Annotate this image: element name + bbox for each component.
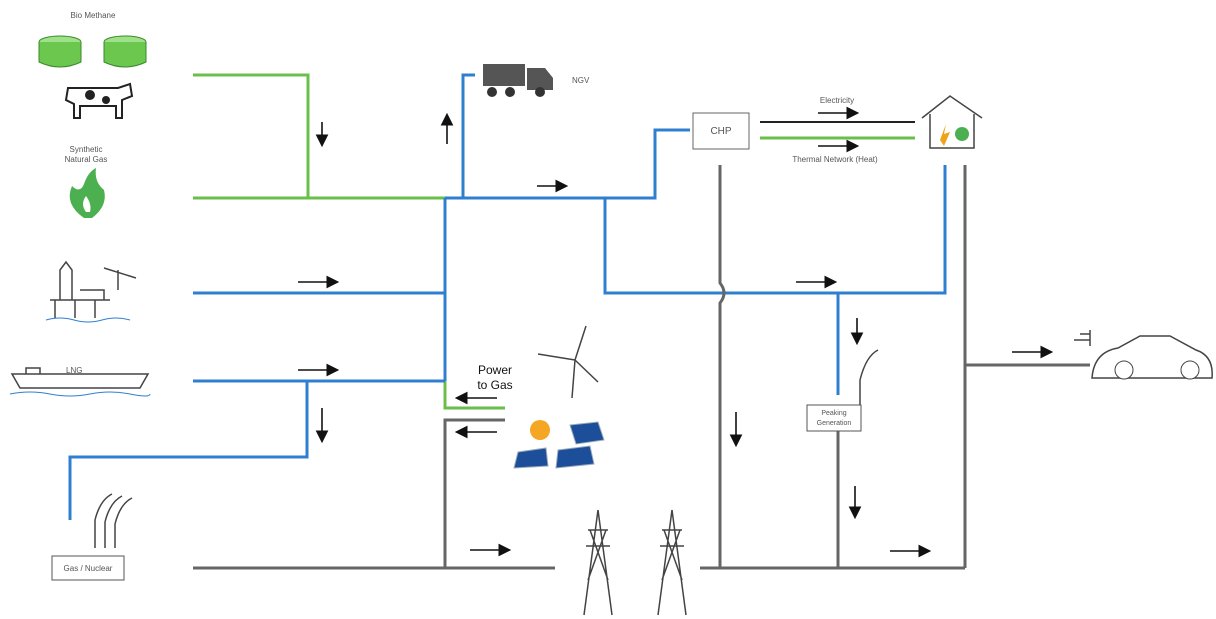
label: Synthetic [70, 145, 103, 154]
flow-arrows [298, 113, 1050, 551]
icons [10, 36, 1212, 615]
oil-platform [46, 262, 136, 322]
energy-network-diagram: Bio Methane Synthetic Natural Gas LNG Ga… [0, 0, 1216, 619]
solar-panels [514, 420, 604, 468]
bio-methane-tanks [39, 36, 146, 67]
label: Bio Methane [71, 11, 116, 20]
label: Generation [817, 420, 852, 427]
label: Peaking [821, 410, 846, 417]
label: Gas / Nuclear [64, 564, 113, 573]
label: Power [478, 363, 512, 377]
house [922, 96, 982, 148]
peaking-plant [807, 350, 878, 431]
label: NGV [572, 76, 590, 85]
pylons [584, 510, 686, 615]
connections [70, 75, 1090, 568]
label: Electricity [820, 96, 854, 105]
cow [66, 84, 132, 118]
flame-icon [70, 168, 105, 218]
label: to Gas [477, 378, 512, 392]
label: CHP [710, 126, 731, 137]
label: LNG [66, 366, 82, 375]
electric-car [1074, 330, 1212, 379]
wind-turbine [538, 326, 598, 398]
label: Thermal Network (Heat) [792, 155, 878, 164]
label: Natural Gas [65, 155, 108, 164]
truck [483, 64, 553, 97]
